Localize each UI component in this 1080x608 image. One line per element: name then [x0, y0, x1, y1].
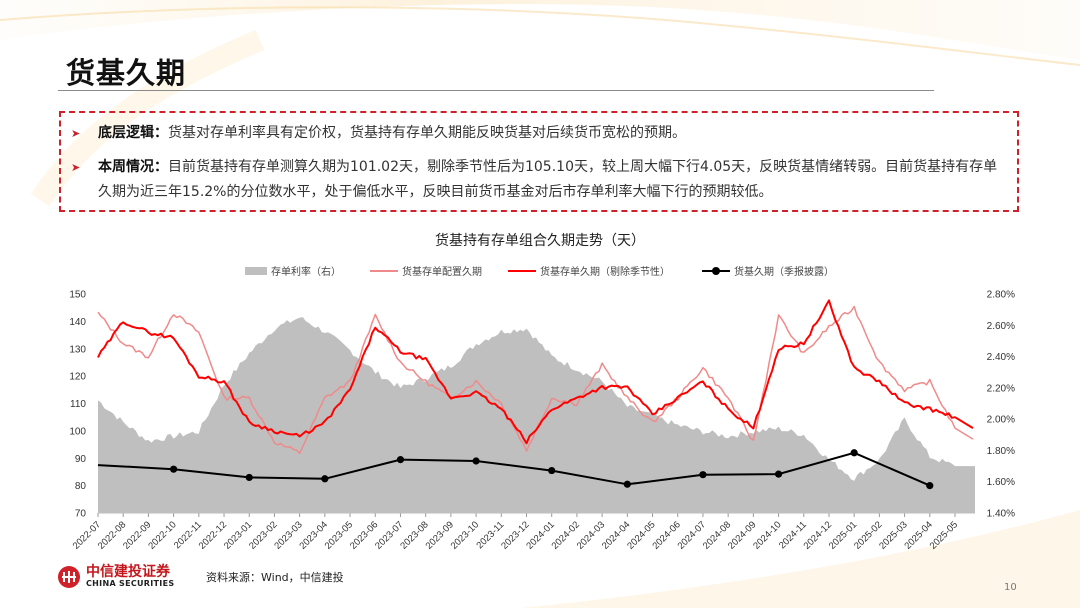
x-axis-tick-label: 2025-05	[928, 519, 960, 551]
legend-item-allocation-duration: 货基存单配置久期	[370, 263, 482, 278]
data-point-marker	[170, 465, 178, 473]
y2-axis-tick-label: 2.80%	[987, 290, 1015, 301]
y2-axis-tick-label: 1.60%	[987, 477, 1015, 488]
y2-axis-tick-label: 2.20%	[987, 383, 1015, 394]
bullet-label: 本周情况：	[98, 159, 168, 175]
x-axis-tick-label: 2023-10	[449, 519, 481, 551]
legend-label: 货基存单久期（剔除季节性）	[540, 267, 670, 278]
legend-item-seasonal-adjusted: 货基存单久期（剔除季节性）	[508, 263, 670, 278]
y-axis-tick-label: 70	[75, 509, 87, 520]
data-source: 资料来源：Wind，中信建投	[206, 571, 344, 584]
bullet-text: 货基对存单利率具有定价权，货基持有存单久期能反映货基对后续货币宽松的预期。	[168, 125, 686, 141]
legend-label: 货基久期（季报披露）	[734, 267, 834, 278]
page-title: 货基久期	[66, 56, 187, 90]
y2-axis-tick-label: 2.00%	[987, 415, 1015, 426]
data-point-marker	[396, 456, 405, 464]
arrow-bullet-icon: ➤	[71, 161, 81, 174]
legend-item-quarterly-duration: 货基久期（季报披露）	[702, 263, 834, 278]
summary-box: ➤ 底层逻辑：货基对存单利率具有定价权，货基持有存单久期能反映货基对后续货币宽松…	[59, 111, 1019, 212]
line-swatch-icon	[370, 269, 398, 272]
data-point-marker	[699, 471, 707, 479]
bullet-label: 底层逻辑：	[98, 125, 168, 141]
data-point-marker	[548, 466, 556, 475]
data-point-marker	[245, 473, 253, 482]
x-axis-tick-label: 2024-10	[751, 519, 783, 551]
y-axis-tick-label: 90	[75, 454, 87, 465]
y-axis-tick-label: 80	[75, 481, 87, 492]
legend-item-cd-rate: 存单利率（右）	[245, 263, 341, 278]
data-point-marker	[850, 449, 858, 457]
line-swatch-icon	[508, 269, 536, 272]
title-divider	[58, 90, 934, 91]
data-point-marker	[774, 470, 783, 478]
logo-text-cn: 中信建投证券	[86, 564, 170, 580]
data-point-marker	[623, 480, 631, 488]
legend-label: 存单利率（右）	[271, 267, 341, 278]
page-number: 10	[1004, 582, 1017, 593]
y2-axis-tick-label: 1.80%	[987, 446, 1015, 457]
y2-axis-tick-label: 1.40%	[987, 509, 1015, 520]
y-axis-tick-label: 100	[69, 426, 86, 437]
cd-rate-area	[98, 317, 975, 513]
quarterly-duration-line	[97, 451, 931, 487]
y-axis-tick-label: 130	[69, 344, 86, 355]
line-marker-swatch-icon	[702, 266, 730, 275]
seasonal-adjusted-line	[97, 299, 974, 445]
data-point-marker	[926, 482, 934, 490]
logo-text-en: CHINA SECURITIES	[86, 579, 175, 588]
company-logo: 中信建投证券 CHINA SECURITIES	[58, 565, 174, 589]
x-axis-tick-label: 2022-10	[146, 519, 178, 551]
area-swatch-icon	[245, 266, 267, 275]
citic-logo-icon	[58, 566, 80, 588]
y-axis-tick-label: 150	[69, 290, 86, 301]
y-axis-tick-label: 120	[69, 372, 86, 383]
data-point-marker	[472, 457, 480, 465]
data-point-marker	[321, 475, 329, 483]
bullet-text: 目前货基持有存单测算久期为101.02天，剔除季节性后为105.10天，较上周大…	[98, 159, 998, 200]
legend-label: 货基存单配置久期	[402, 267, 482, 278]
y-axis-tick-label: 140	[69, 317, 86, 328]
summary-bullet-logic: ➤ 底层逻辑：货基对存单利率具有定价权，货基持有存单久期能反映货基对后续货币宽松…	[71, 121, 1001, 146]
summary-bullet-weekly: ➤ 本周情况：目前货基持有存单测算久期为101.02天，剔除季节性后为105.1…	[71, 155, 1001, 205]
arrow-bullet-icon: ➤	[71, 127, 81, 140]
chart-title: 货基持有存单组合久期走势（天）	[435, 233, 645, 249]
y2-axis-tick-label: 2.60%	[987, 321, 1015, 332]
allocation-duration-line	[97, 305, 974, 455]
y2-axis-tick-label: 2.40%	[987, 352, 1015, 363]
y-axis-tick-label: 110	[70, 399, 86, 410]
